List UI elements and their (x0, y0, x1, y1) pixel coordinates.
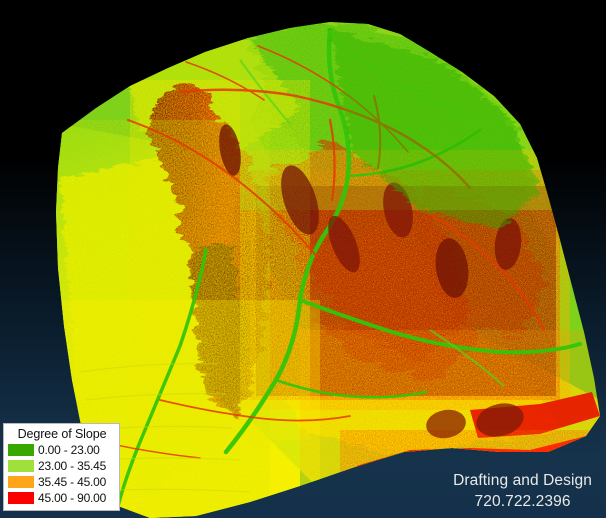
legend-label-class-3: 35.45 - 45.00 (38, 474, 107, 489)
legend-row: 35.45 - 45.00 (8, 474, 116, 490)
legend-label-class-4: 45.00 - 90.00 (38, 490, 107, 505)
branding-company-name: Drafting and Design (453, 472, 592, 489)
legend-swatch-class-1 (8, 444, 34, 456)
branding-phone-number: 720.722.2396 (474, 493, 571, 510)
legend-label-class-1: 0.00 - 23.00 (38, 442, 100, 457)
legend-row: 0.00 - 23.00 (8, 442, 116, 458)
legend-label-class-2: 23.00 - 35.45 (38, 458, 107, 473)
legend-panel: Degree of Slope 0.00 - 23.00 23.00 - 35.… (3, 423, 120, 511)
legend-row: 45.00 - 90.00 (8, 490, 116, 506)
legend-title: Degree of Slope (17, 427, 107, 441)
branding-block: Drafting and Design 720.722.2396 (453, 470, 592, 512)
legend-swatch-class-2 (8, 460, 34, 472)
legend-row: 23.00 - 35.45 (8, 458, 116, 474)
legend-swatch-class-3 (8, 476, 34, 488)
legend-swatch-class-4 (8, 492, 34, 504)
